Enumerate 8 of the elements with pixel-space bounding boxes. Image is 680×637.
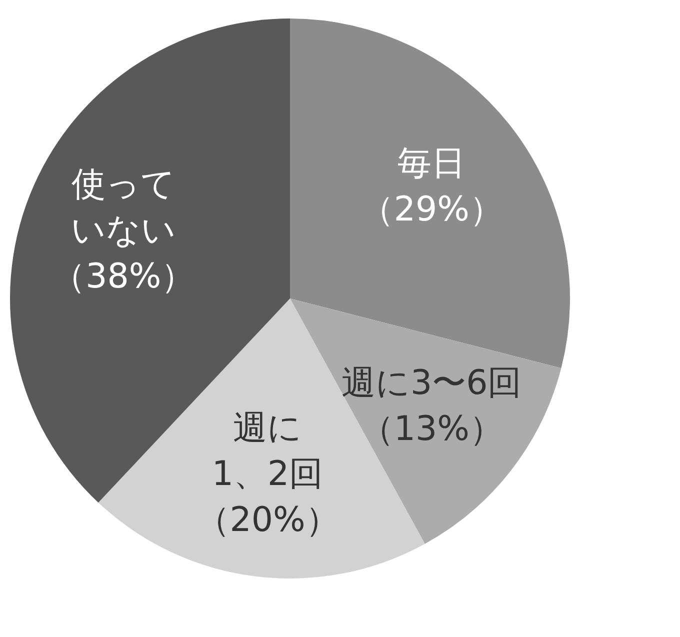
data-label: （13%） — [360, 409, 504, 450]
slice-label: 毎日 — [398, 143, 466, 184]
slice-label: 週に1、2回 — [212, 408, 324, 494]
data-label: （29%） — [360, 189, 504, 230]
slice-label: 週に3〜6回 — [341, 363, 522, 404]
data-label: （20%） — [196, 500, 340, 540]
data-label: （38%） — [52, 256, 196, 296]
slice-label: 使っていない — [70, 164, 176, 250]
